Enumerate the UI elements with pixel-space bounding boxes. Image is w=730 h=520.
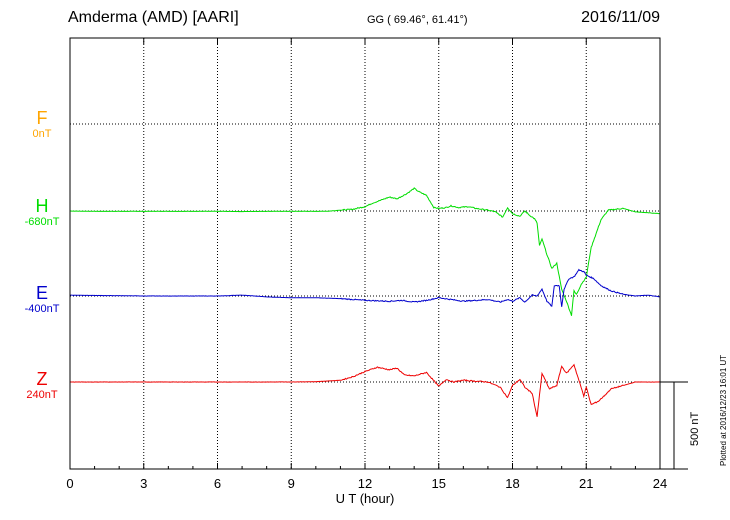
component-label-e: E -400nT bbox=[12, 283, 72, 316]
scale-bar-label: 500 nT bbox=[689, 411, 701, 446]
component-letter-f: F bbox=[36, 108, 48, 128]
scale-bar bbox=[660, 381, 688, 470]
component-label-f: F 0nT bbox=[12, 108, 72, 141]
component-letter-h: H bbox=[35, 196, 49, 216]
series-line-z bbox=[69, 363, 661, 417]
x-tick-label-24: 24 bbox=[653, 476, 667, 491]
x-tick-label-6: 6 bbox=[214, 476, 221, 491]
series-line-e bbox=[69, 268, 661, 307]
x-tick-label-3: 3 bbox=[140, 476, 147, 491]
component-label-h: H -680nT bbox=[12, 196, 72, 229]
component-offset-f: 0nT bbox=[32, 128, 52, 140]
component-label-z: Z 240nT bbox=[12, 369, 72, 402]
coordinates-label: GG ( 69.46°, 61.41°) bbox=[367, 14, 468, 26]
date-label: 2016/11/09 bbox=[581, 9, 660, 26]
component-offset-e: -400nT bbox=[24, 303, 60, 315]
component-offset-z: 240nT bbox=[26, 389, 58, 401]
x-tick-label-15: 15 bbox=[432, 476, 446, 491]
component-letter-e: E bbox=[35, 283, 48, 303]
x-tick-label-12: 12 bbox=[358, 476, 372, 491]
series-layer bbox=[69, 187, 661, 417]
x-axis-label: U T (hour) bbox=[336, 491, 395, 506]
series-line-h bbox=[70, 187, 660, 316]
component-letter-z: Z bbox=[36, 369, 48, 389]
x-tick-label-18: 18 bbox=[505, 476, 519, 491]
x-tick-label-21: 21 bbox=[579, 476, 593, 491]
x-tick-label-0: 0 bbox=[66, 476, 73, 491]
x-axis: 0 3 6 9 12 15 18 21 24 bbox=[66, 38, 667, 491]
grid bbox=[70, 38, 660, 469]
component-offset-h: -680nT bbox=[24, 216, 60, 228]
station-title: Amderma (AMD) [AARI] bbox=[68, 9, 239, 26]
plotted-timestamp: Plotted at 2016/12/23 16:01 UT bbox=[719, 354, 728, 466]
x-tick-label-9: 9 bbox=[288, 476, 295, 491]
